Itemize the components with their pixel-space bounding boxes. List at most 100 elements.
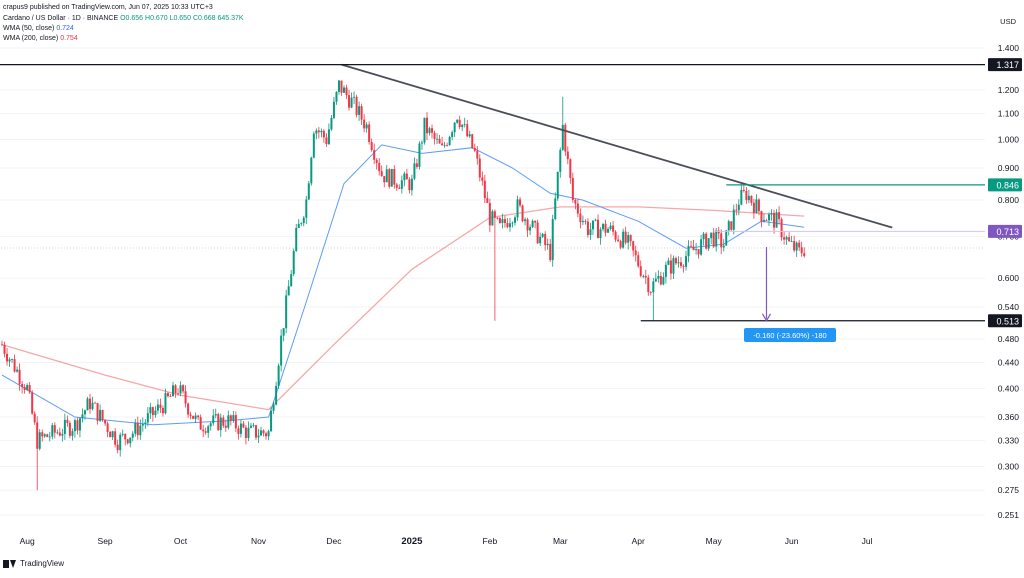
candle <box>423 117 426 145</box>
candle <box>104 419 107 426</box>
candle-body <box>579 213 582 223</box>
candle-body <box>451 132 454 137</box>
candle <box>574 198 577 210</box>
candle-body <box>151 407 154 416</box>
candle <box>38 429 41 451</box>
candle-body <box>571 177 574 200</box>
candle-body <box>287 286 290 296</box>
candle-body <box>727 221 730 231</box>
candle <box>350 92 353 109</box>
wma200-legend[interactable]: WMA (200, close) 0.754 <box>3 34 78 43</box>
candle <box>431 124 434 139</box>
candle-body <box>672 258 675 274</box>
candle <box>179 381 182 397</box>
x-tick-label: Dec <box>326 536 342 546</box>
candle <box>745 187 748 204</box>
candle-body <box>581 220 584 223</box>
candle-body <box>209 423 212 427</box>
candle-body <box>136 422 139 436</box>
candle-body <box>156 404 159 411</box>
candle <box>428 126 431 136</box>
candle-body <box>793 241 796 251</box>
candle-body <box>644 275 647 278</box>
candle <box>697 249 700 259</box>
candle <box>219 413 222 437</box>
candle-body <box>8 359 11 362</box>
candle <box>408 177 411 194</box>
candle-body <box>559 149 562 172</box>
candle-body <box>51 425 54 437</box>
candle-body <box>591 220 594 230</box>
candle-body <box>262 430 265 434</box>
candle <box>373 143 376 165</box>
candle <box>662 272 665 286</box>
candle <box>247 421 250 442</box>
candle-body <box>780 219 783 238</box>
candle-body <box>239 423 242 434</box>
candle <box>43 433 46 438</box>
candle <box>561 96 564 151</box>
candle <box>343 85 346 93</box>
candle-body <box>119 434 122 451</box>
candle-body <box>46 434 49 437</box>
candle <box>508 217 511 232</box>
candle-body <box>599 229 602 239</box>
price-label-text: 0.713 <box>996 227 1019 237</box>
candle <box>154 406 157 418</box>
candle <box>212 409 215 426</box>
candle <box>141 417 144 432</box>
x-tick-label: Jul <box>862 536 873 546</box>
candle <box>194 412 197 423</box>
candle-body <box>586 221 589 235</box>
candle-body <box>461 124 464 128</box>
y-tick-label: 0.540 <box>998 302 1020 312</box>
candle <box>752 198 755 219</box>
candle <box>156 399 159 415</box>
candle-body <box>506 223 509 228</box>
candle-body <box>232 415 235 421</box>
candle-body <box>343 87 346 93</box>
candle-body <box>385 169 388 183</box>
candle-body <box>327 129 330 145</box>
candle-body <box>544 233 547 246</box>
candle <box>400 175 403 194</box>
wma50-legend[interactable]: WMA (50, close) 0.724 <box>3 24 74 33</box>
y-tick-label: 0.900 <box>998 163 1020 173</box>
candle <box>622 228 625 249</box>
candle <box>564 122 567 156</box>
x-tick-label: Nov <box>251 536 267 546</box>
candle <box>383 176 386 188</box>
candle <box>257 428 260 444</box>
candle-body <box>767 214 770 221</box>
candle-body <box>803 253 806 257</box>
candle <box>461 124 464 132</box>
candle <box>134 419 137 437</box>
candle-body <box>486 198 489 203</box>
candle-body <box>38 432 41 449</box>
candle <box>649 291 652 296</box>
candle-body <box>690 245 693 247</box>
candle-body <box>282 328 285 336</box>
candle-body <box>172 385 175 397</box>
ohlc-volume: 645.37K <box>217 15 244 22</box>
candle-body <box>94 402 97 404</box>
candle-body <box>755 199 758 214</box>
candle-body <box>637 255 640 267</box>
candle-body <box>272 404 275 411</box>
candle-body <box>574 199 577 204</box>
candle-body <box>627 235 630 243</box>
candle <box>89 393 92 414</box>
candle-body <box>566 151 569 160</box>
candle-body <box>227 415 230 428</box>
candle-body <box>290 274 293 287</box>
candle <box>189 411 192 420</box>
candle <box>285 289 288 334</box>
price-label: 1.317 <box>988 58 1022 72</box>
drawings: -0.160 (-23.60%) -180 <box>0 63 985 342</box>
candle <box>244 424 247 445</box>
candle-body <box>443 144 446 146</box>
y-tick-label: 0.400 <box>998 383 1020 393</box>
candle-body <box>584 220 587 222</box>
candle-body <box>483 180 486 199</box>
